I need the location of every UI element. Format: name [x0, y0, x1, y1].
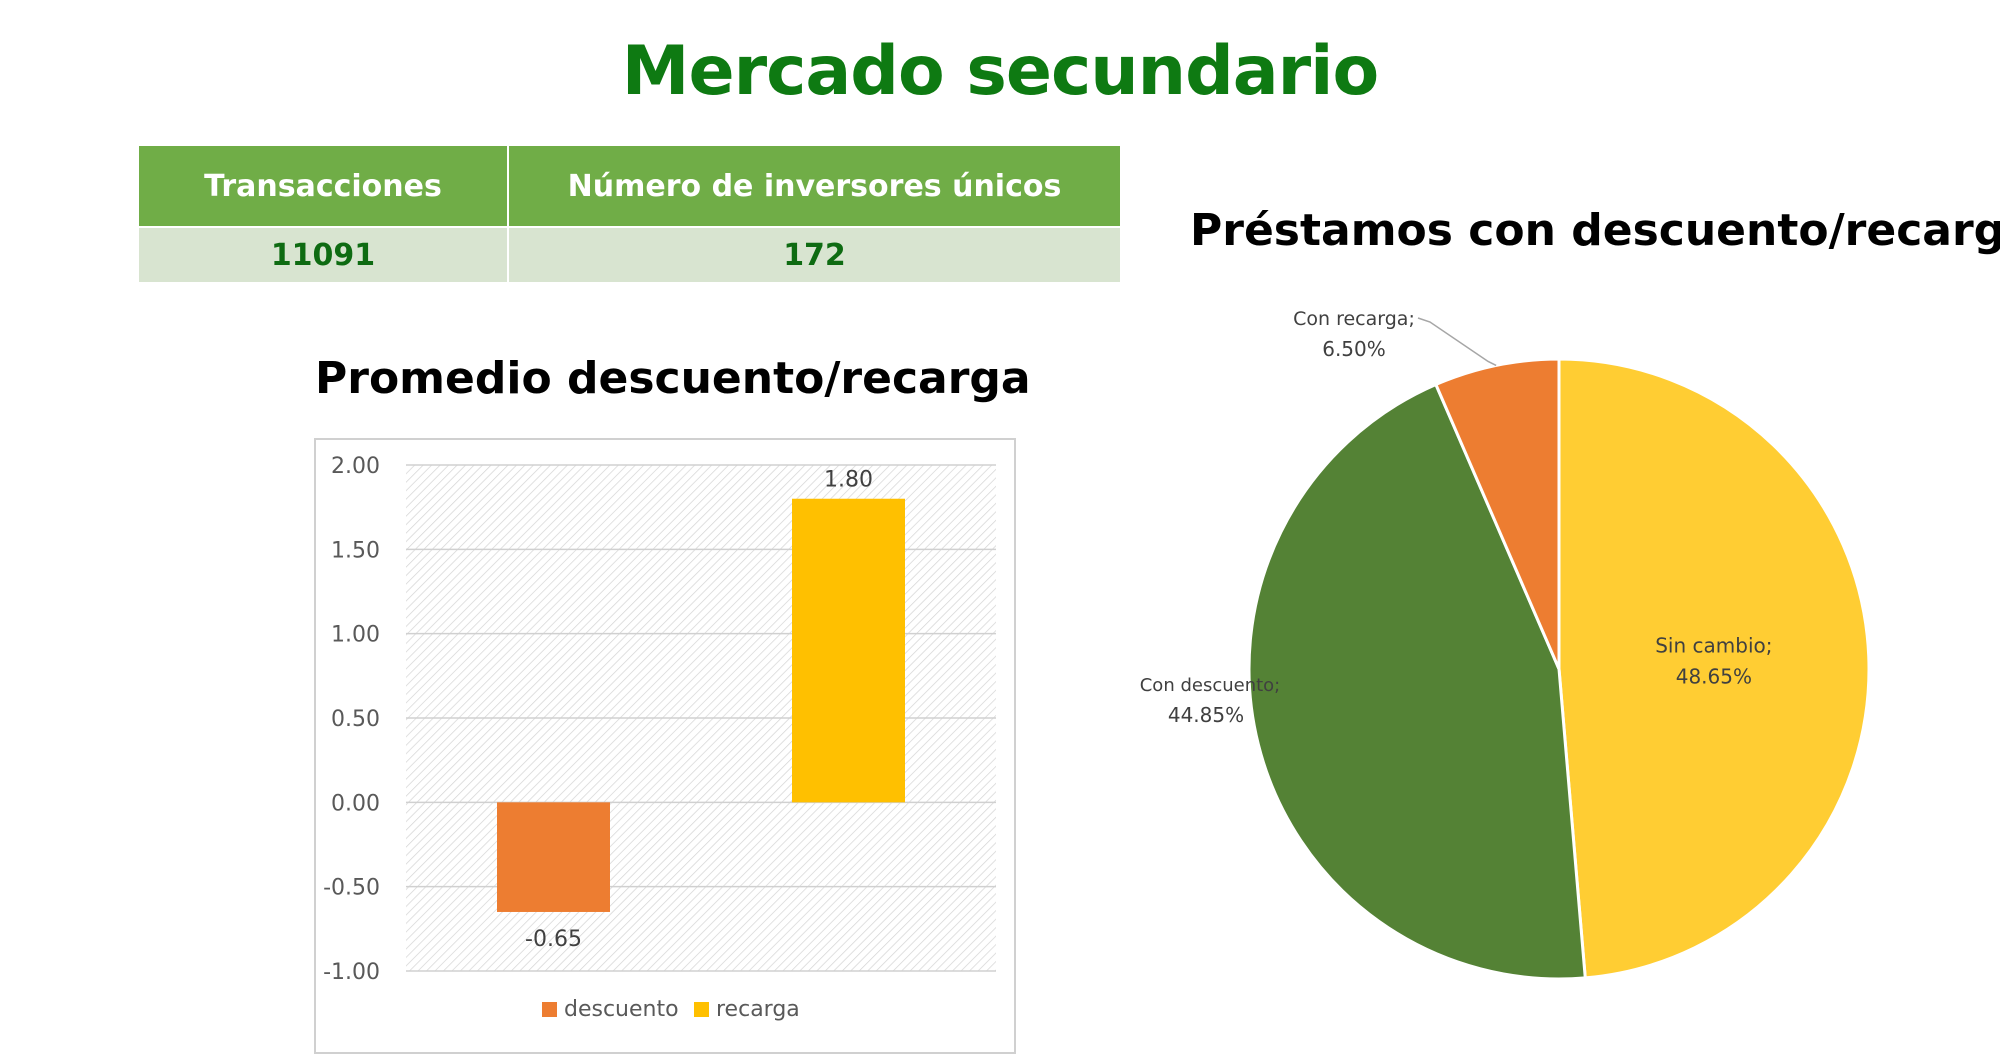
- pie-label-con-recarga: Con recarga;: [1293, 308, 1415, 330]
- pie-value-con-recarga: 6.50%: [1322, 337, 1386, 361]
- header-transacciones: Transacciones: [137, 144, 509, 228]
- header-inversores-unicos: Número de inversores únicos: [507, 144, 1122, 228]
- legend-label-descuento: descuento: [564, 997, 679, 1022]
- bar-chart-title: Promedio descuento/recarga: [315, 353, 1031, 404]
- value-inversores-unicos: 172: [507, 226, 1122, 284]
- bar-data-label-descuento: -0.65: [525, 927, 582, 952]
- bar-recarga: [792, 498, 905, 803]
- pie-label-con-descuento: Con descuento;: [1140, 675, 1281, 696]
- y-tick-label: 1.00: [331, 623, 380, 648]
- stats-value-row: 11091 172: [137, 226, 1122, 284]
- legend-label-recarga: recarga: [716, 997, 800, 1022]
- pie-value-sin-cambio: 48.65%: [1676, 664, 1752, 688]
- y-tick-label: 0.50: [331, 707, 380, 732]
- bar-data-label-recarga: 1.80: [824, 468, 873, 493]
- pie-value-con-descuento: 44.85%: [1168, 703, 1244, 727]
- pie-slice-sin-cambio: [1557, 357, 1871, 980]
- y-tick-label: 0.00: [331, 791, 380, 816]
- y-tick-label: 2.00: [331, 454, 380, 479]
- page-title: Mercado secundario: [621, 32, 1379, 111]
- legend-swatch-descuento: [542, 1002, 557, 1017]
- pie-leader-line-con-recarga: [1417, 317, 1497, 367]
- bar-chart: 2.00 1.50 1.00 0.50 0.00 -0.50 -1.00 -0.65 1.80 d…: [314, 438, 1016, 1054]
- pie-slice-con-descuento: [1247, 382, 1587, 981]
- pie-slice-con-recarga: [1433, 357, 1561, 670]
- bar-descuento: [497, 802, 610, 912]
- legend-swatch-recarga: [694, 1002, 709, 1017]
- y-tick-label: -0.50: [323, 876, 380, 901]
- pie-chart: Sin cambio; 48.65% Con descuento; 44.85% Con…: [1140, 308, 1871, 981]
- pie-label-sin-cambio: Sin cambio;: [1655, 633, 1772, 657]
- y-tick-label: 1.50: [331, 538, 380, 563]
- stats-header-row: Transacciones Número de inversores único…: [137, 144, 1122, 228]
- value-transacciones: 11091: [137, 226, 509, 284]
- stats-table: Transacciones Número de inversores único…: [137, 144, 1122, 284]
- y-tick-label: -1.00: [323, 960, 380, 985]
- pie-chart-title: Préstamos con descuento/recarga: [1190, 205, 2000, 256]
